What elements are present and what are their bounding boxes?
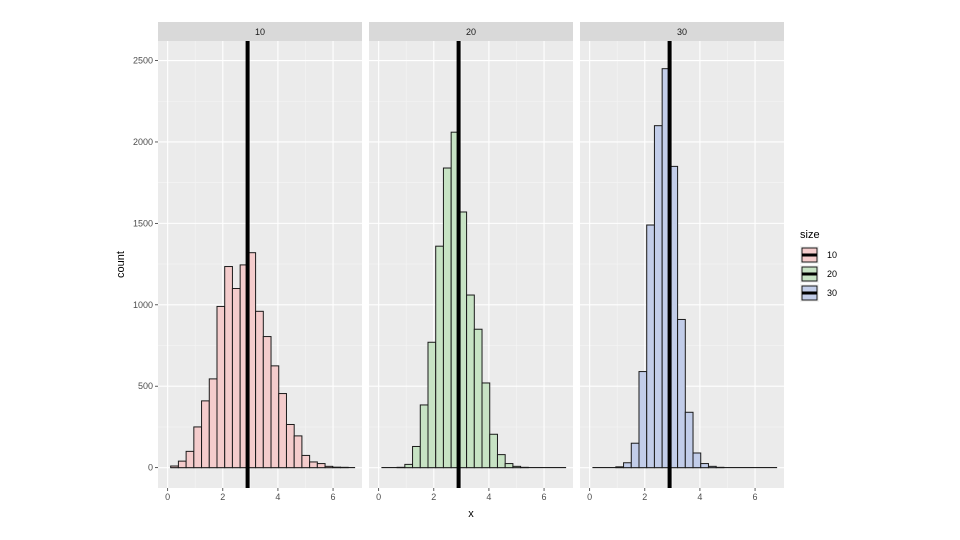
legend-label: 30 bbox=[827, 288, 837, 298]
x-tick-label: 2 bbox=[431, 492, 436, 502]
histogram-bar bbox=[615, 466, 625, 469]
facet-strip-label-30: 30 bbox=[677, 27, 687, 37]
x-tick-label: 2 bbox=[220, 492, 225, 502]
x-tick-label: 6 bbox=[542, 492, 547, 502]
histogram-bar bbox=[419, 404, 429, 469]
histogram-bar bbox=[638, 371, 648, 469]
x-tick-label: 4 bbox=[486, 492, 491, 502]
histogram-bar bbox=[427, 341, 437, 469]
histogram-bar bbox=[466, 294, 475, 469]
histogram-bar bbox=[293, 435, 303, 469]
facet-strip-20 bbox=[369, 22, 573, 41]
histogram-bar bbox=[700, 463, 709, 469]
x-tick-label: 2 bbox=[642, 492, 647, 502]
histogram-bar bbox=[270, 365, 280, 469]
x-tick-label: 4 bbox=[275, 492, 280, 502]
histogram-bar bbox=[285, 423, 295, 469]
x-axis-title: x bbox=[468, 508, 474, 520]
histogram-bar bbox=[301, 454, 311, 469]
histogram-bar bbox=[496, 454, 506, 469]
histogram-bar bbox=[707, 465, 717, 469]
y-tick-label: 2500 bbox=[133, 56, 153, 66]
x-tick-label: 6 bbox=[331, 492, 336, 502]
histogram-bar bbox=[412, 445, 421, 469]
x-tick-label: 6 bbox=[753, 492, 758, 502]
y-tick-label: 2000 bbox=[133, 137, 153, 147]
histogram-bar bbox=[201, 400, 210, 469]
histogram-bar bbox=[309, 461, 318, 469]
histogram-bar bbox=[435, 245, 444, 469]
histogram-bar bbox=[278, 393, 287, 469]
legend-title: size bbox=[800, 229, 820, 241]
y-tick-label: 1500 bbox=[133, 218, 153, 228]
facet-strip-30 bbox=[580, 22, 784, 41]
histogram-bar bbox=[677, 318, 686, 469]
x-tick-label: 0 bbox=[587, 492, 592, 502]
histogram-bar bbox=[224, 266, 233, 469]
facet-strip-label-20: 20 bbox=[466, 27, 476, 37]
facet-strip-10 bbox=[158, 22, 362, 41]
histogram-bar bbox=[684, 411, 694, 469]
histogram-bar bbox=[316, 463, 326, 469]
histogram-bar bbox=[231, 288, 241, 469]
histogram-bar bbox=[442, 167, 452, 469]
histogram-bar bbox=[324, 465, 334, 469]
histogram-bar bbox=[185, 450, 195, 469]
histogram-bar bbox=[170, 465, 179, 469]
y-tick-label: 1000 bbox=[133, 300, 153, 310]
histogram-bar bbox=[692, 452, 702, 469]
y-tick-label: 500 bbox=[138, 381, 153, 391]
x-tick-label: 0 bbox=[376, 492, 381, 502]
histogram-bar bbox=[193, 426, 203, 469]
histogram-bar bbox=[473, 328, 483, 469]
legend-label: 20 bbox=[827, 269, 837, 279]
histogram-bar bbox=[262, 336, 272, 469]
y-tick-label: 0 bbox=[148, 463, 153, 473]
histogram-bar bbox=[512, 465, 522, 469]
y-axis-title: count bbox=[115, 251, 127, 278]
histogram-bar bbox=[504, 463, 514, 469]
histogram-bar bbox=[489, 433, 498, 469]
histogram-bar bbox=[623, 462, 632, 469]
x-tick-label: 4 bbox=[697, 492, 702, 502]
histogram-bar bbox=[216, 305, 226, 469]
x-tick-label: 0 bbox=[165, 492, 170, 502]
histogram-bar bbox=[177, 460, 187, 469]
histogram-bar bbox=[255, 310, 264, 469]
histogram-bar bbox=[630, 442, 640, 469]
legend-label: 10 bbox=[827, 250, 837, 260]
histogram-bar bbox=[653, 125, 663, 469]
histogram-bar bbox=[208, 378, 218, 469]
facet-strip-label-10: 10 bbox=[255, 27, 265, 37]
histogram-bar bbox=[646, 224, 655, 469]
histogram-bar bbox=[404, 463, 414, 469]
histogram-bar bbox=[481, 382, 491, 469]
